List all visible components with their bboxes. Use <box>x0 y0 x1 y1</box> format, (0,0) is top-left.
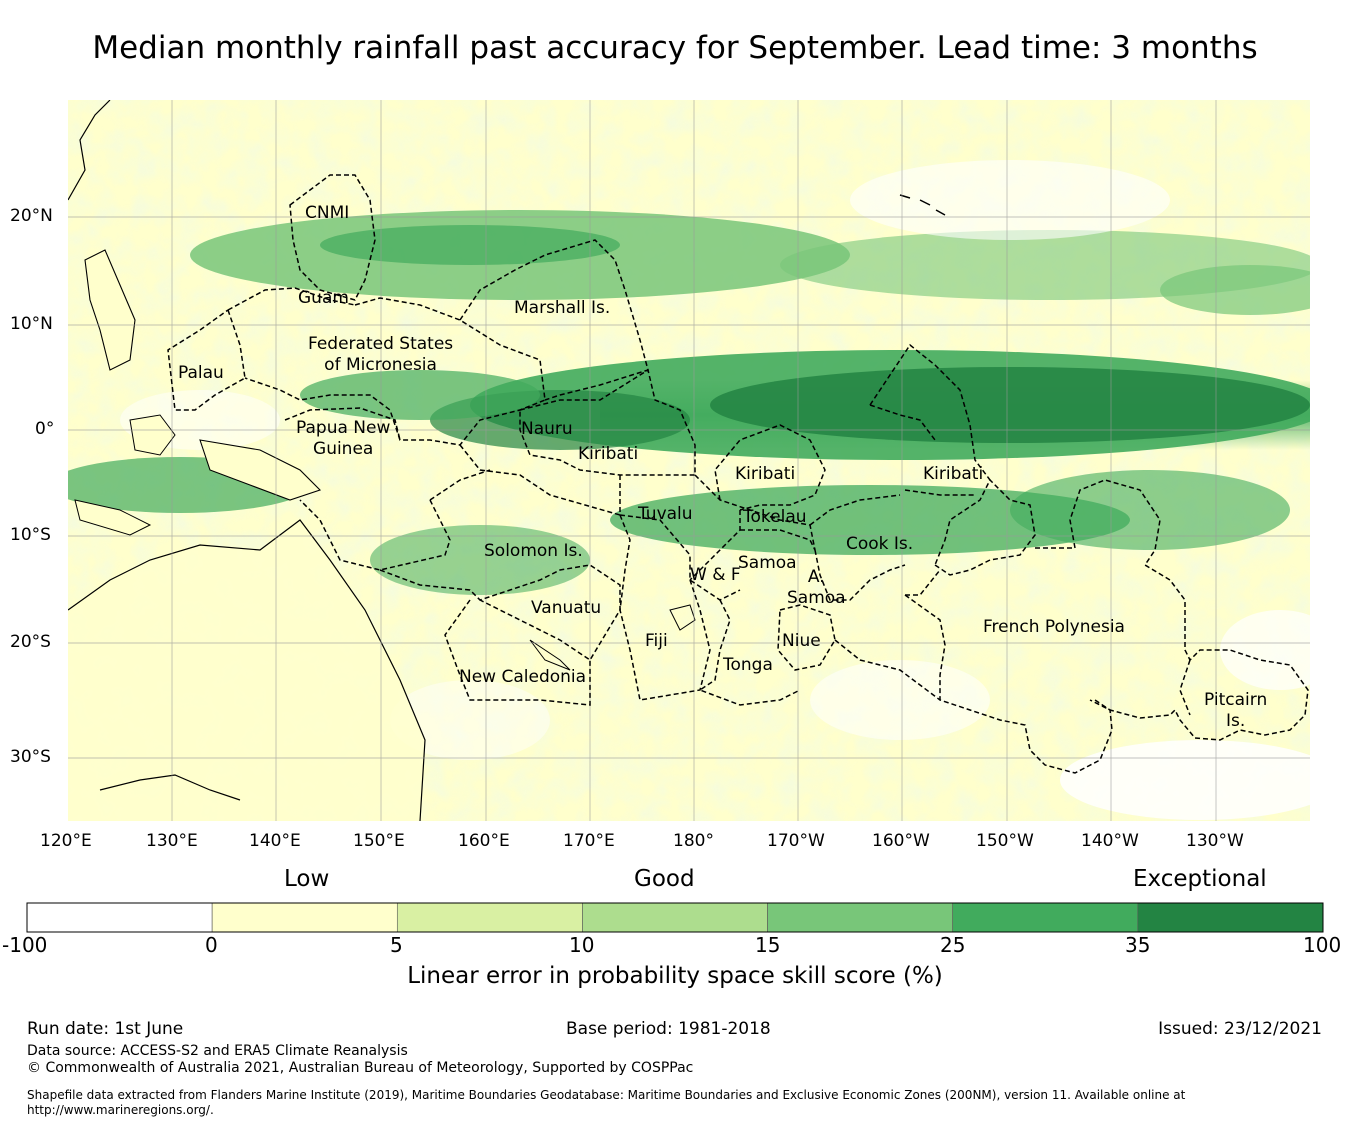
region-label-kiribati-line: Kiribati <box>923 464 984 484</box>
region-label-niue: Niue <box>782 631 821 651</box>
colorbar-segment <box>211 902 398 933</box>
lon-tick: 130°W <box>1186 831 1244 851</box>
colorbar-segment <box>26 902 213 933</box>
region-label-tuvalu: Tuvalu <box>638 504 693 524</box>
colorbar-segment <box>952 902 1139 933</box>
region-label-palau: Palau <box>178 363 224 383</box>
region-label-marshall-is: Marshall Is. <box>514 298 611 318</box>
eez-boundaries <box>167 174 1309 774</box>
region-label-vanuatu: Vanuatu <box>531 598 602 618</box>
lat-tick: 10°S <box>10 525 51 545</box>
region-label-cook-is: Cook Is. <box>846 534 914 554</box>
region-label-fiji: Fiji <box>645 631 668 651</box>
region-label-png: Papua New Guinea <box>296 418 391 459</box>
region-label-nauru: Nauru <box>521 419 573 439</box>
graticule <box>68 100 1310 821</box>
colorbar-category-good: Good <box>634 866 695 892</box>
lat-tick: 10°N <box>10 314 53 334</box>
colorbar-tick: 15 <box>755 933 781 957</box>
lat-tick: 0° <box>35 419 55 439</box>
colorbar-tick: 10 <box>569 933 595 957</box>
colorbar-category-exceptional: Exceptional <box>1133 866 1267 892</box>
region-label-samoa: Samoa <box>738 553 797 573</box>
base-period: Base period: 1981-2018 <box>566 1019 771 1039</box>
lon-tick: 150°E <box>353 831 405 851</box>
colorbar-tick: 25 <box>940 933 966 957</box>
skill-field <box>68 100 1310 821</box>
lon-tick: 140°E <box>249 831 301 851</box>
lon-tick: 150°W <box>976 831 1034 851</box>
lon-tick: 140°W <box>1081 831 1139 851</box>
region-label-kiribati-phoenix: Kiribati <box>735 464 796 484</box>
shapefile-credit: Shapefile data extracted from Flanders M… <box>27 1088 1186 1102</box>
issued-date: Issued: 23/12/2021 <box>1158 1019 1322 1039</box>
map-title: Median monthly rainfall past accuracy fo… <box>92 30 1258 66</box>
lat-tick: 20°N <box>10 206 53 226</box>
copyright: © Commonwealth of Australia 2021, Austra… <box>27 1060 694 1076</box>
colorbar-tick: 0 <box>205 933 218 957</box>
shapefile-url: http://www.marineregions.org/. <box>27 1103 214 1117</box>
region-label-cnmi: CNMI <box>305 203 350 223</box>
colorbar-title: Linear error in probability space skill … <box>407 963 943 989</box>
region-label-french-polynesia: French Polynesia <box>983 617 1125 637</box>
region-label-fsm: Federated States of Micronesia <box>308 334 454 375</box>
lon-tick: 170°E <box>563 831 615 851</box>
region-label-guam: Guam <box>298 288 349 308</box>
region-label-kiribati-gilbert: Kiribati <box>578 444 639 464</box>
colorbar-tick: 35 <box>1125 933 1151 957</box>
lon-tick: 130°E <box>146 831 198 851</box>
colorbar-category-low: Low <box>284 866 330 892</box>
region-label-tonga: Tonga <box>723 655 773 675</box>
region-label-tokelau: Tokelau <box>743 507 807 527</box>
lon-tick: 170°W <box>767 831 825 851</box>
colorbar-segment <box>396 902 583 933</box>
run-date: Run date: 1st June <box>27 1019 184 1039</box>
lon-tick: 160°E <box>458 831 510 851</box>
lon-tick: 160°W <box>872 831 930 851</box>
region-label-new-caledonia: New Caledonia <box>459 667 587 687</box>
region-label-solomon-is: Solomon Is. <box>484 541 583 561</box>
region-label-american-samoa: A. Samoa <box>787 567 846 608</box>
region-label-wallis-futuna: W & F <box>690 565 741 585</box>
lat-tick: 20°S <box>10 632 51 652</box>
colorbar-segment <box>1137 902 1324 933</box>
lon-tick: 120°E <box>40 831 92 851</box>
colorbar-tick: 100 <box>1303 933 1342 957</box>
lat-tick: 30°S <box>10 747 51 767</box>
colorbar-tick: 5 <box>390 933 403 957</box>
colorbar-tick: -100 <box>2 933 48 957</box>
region-label-pitcairn-is: Pitcairn Is. <box>1204 690 1268 731</box>
colorbar-segment <box>767 902 954 933</box>
colorbar-segment <box>582 902 768 933</box>
colorbar-frame <box>26 902 1324 933</box>
lon-tick: 180° <box>673 831 714 851</box>
data-source: Data source: ACCESS-S2 and ERA5 Climate … <box>27 1043 408 1059</box>
colorbar <box>26 902 1324 933</box>
